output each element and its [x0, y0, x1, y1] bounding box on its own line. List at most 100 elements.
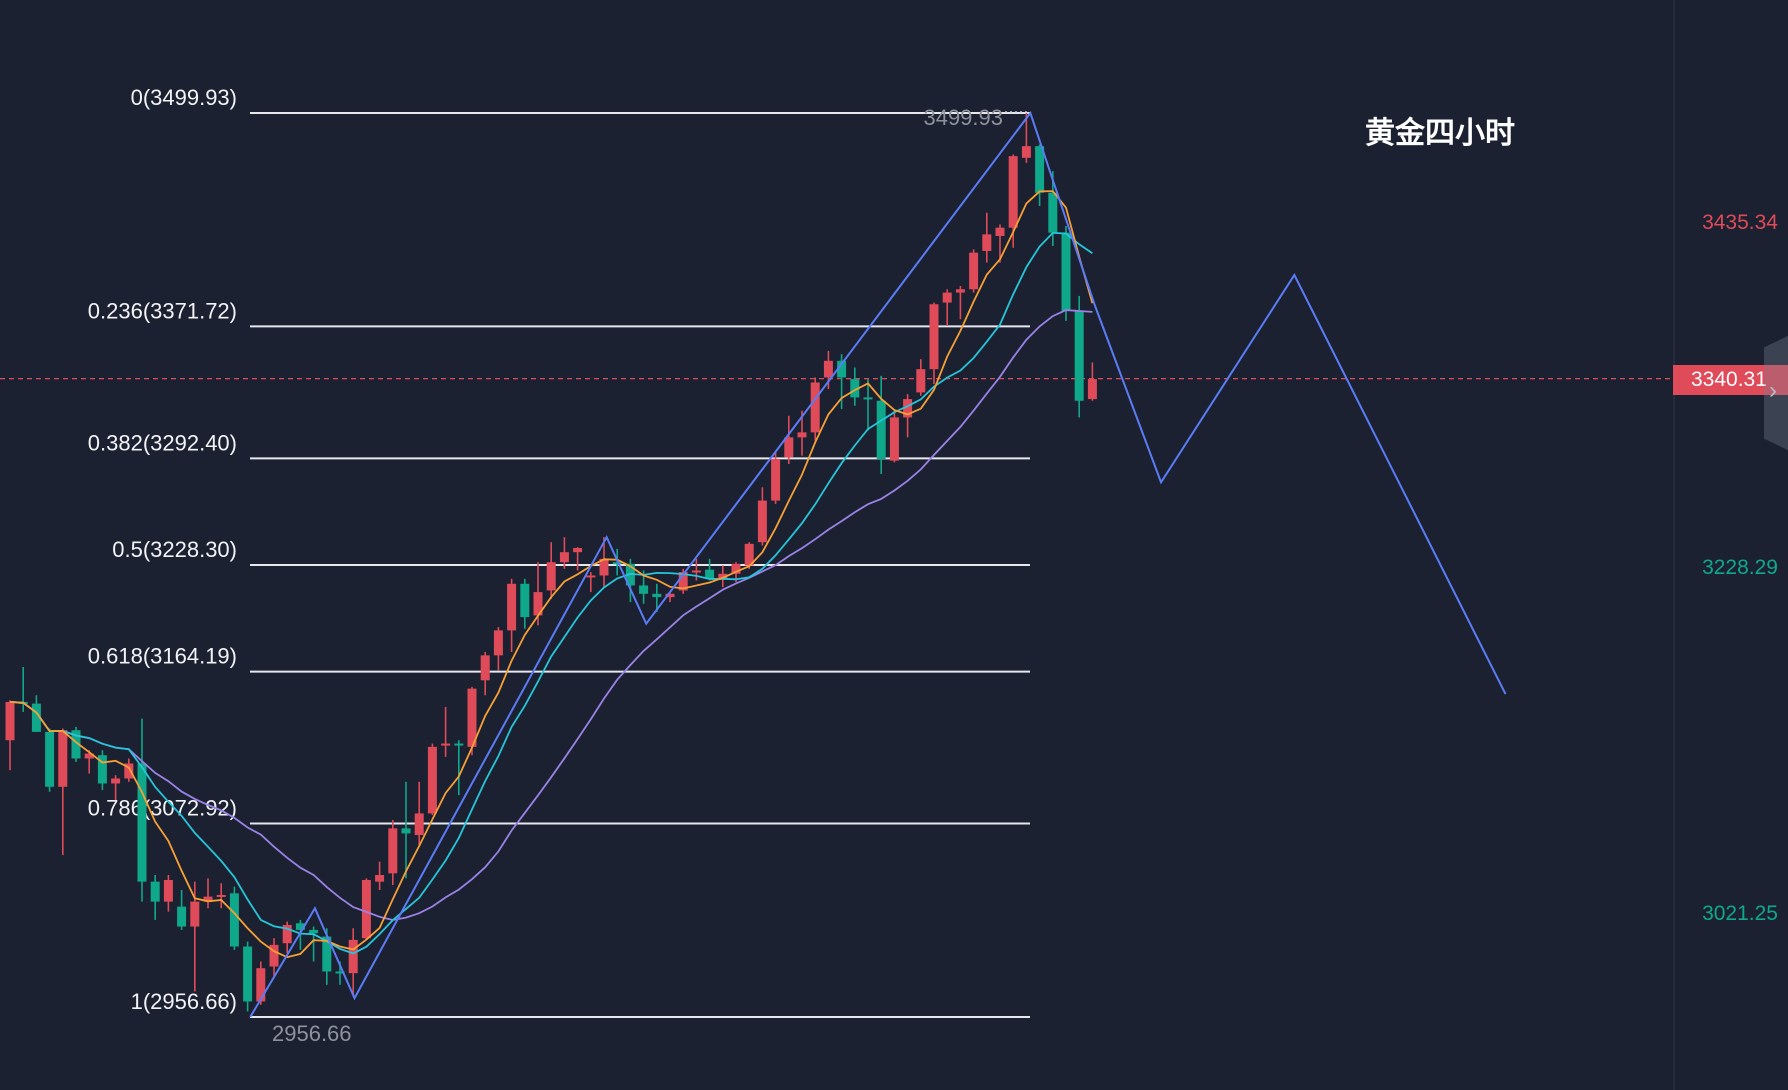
fib-level-label: 0.786(3072.92) — [88, 796, 237, 821]
candle-up — [718, 573, 728, 579]
candle-down — [229, 893, 239, 947]
candle-up — [216, 894, 226, 897]
candle-up — [665, 593, 675, 598]
candle-down — [137, 763, 147, 882]
zigzag-projection-line — [249, 110, 1507, 1018]
candle-up — [256, 968, 266, 1002]
fib-level-label: 0.618(3164.19) — [88, 644, 237, 669]
candle-down — [401, 828, 411, 834]
candle-up — [771, 458, 781, 501]
fib-level-label: 0.382(3292.40) — [88, 430, 237, 455]
candle-down — [863, 397, 873, 400]
candle-up — [955, 289, 965, 293]
candle-up — [1021, 146, 1031, 158]
candle-down — [31, 703, 41, 732]
candle-up — [282, 924, 292, 944]
candle-down — [837, 360, 847, 378]
candle-up — [559, 552, 569, 563]
candle-up — [414, 813, 424, 836]
candle-up — [5, 701, 15, 741]
candle-up — [441, 743, 451, 746]
candle-down — [454, 743, 464, 746]
candle-up — [678, 572, 688, 591]
candle-up — [269, 944, 279, 967]
candle-up — [916, 369, 926, 393]
candle-up — [982, 234, 992, 251]
candle-down — [876, 400, 886, 459]
price-axis-label: 3021.25 — [1702, 902, 1778, 925]
candle-up — [942, 292, 952, 303]
candle-up — [507, 583, 517, 631]
candle-down — [1048, 192, 1058, 233]
candle-up — [797, 432, 807, 438]
fib-level-label: 0.236(3371.72) — [88, 298, 237, 323]
candle-down — [612, 562, 622, 565]
candle-up — [190, 901, 200, 927]
candle-down — [335, 971, 345, 974]
candle-up — [546, 562, 556, 591]
candle-up — [1008, 156, 1018, 228]
candle-down — [322, 936, 332, 972]
candle-down — [243, 946, 253, 1002]
ma-fast-line — [9, 190, 1094, 959]
candle-up — [124, 763, 134, 779]
candle-up — [84, 753, 94, 759]
fib-level-label: 1(2956.66) — [131, 989, 237, 1014]
price-axis-separator — [1673, 0, 1675, 1090]
candle-up — [203, 896, 213, 902]
candle-down — [150, 881, 160, 902]
candle-up — [889, 417, 899, 461]
price-axis-label: 3228.29 — [1702, 556, 1778, 579]
candle-up — [111, 778, 121, 784]
candle-up — [467, 688, 477, 747]
candle-down — [1035, 146, 1045, 193]
candle-down — [520, 583, 530, 618]
candle-up — [493, 630, 503, 656]
candle-up — [995, 227, 1005, 237]
candle-up — [586, 575, 596, 578]
candle-up — [691, 570, 701, 573]
candle-up — [573, 548, 583, 553]
candle-up — [427, 746, 437, 814]
candle-up — [480, 655, 490, 681]
candle-down — [1061, 232, 1071, 311]
candle-down — [705, 569, 715, 579]
chart-title: 黄金四小时 — [1365, 116, 1515, 151]
candle-up — [1087, 379, 1097, 400]
candle-up — [903, 399, 913, 418]
fib-level-label: 0.5(3228.30) — [112, 537, 237, 562]
fib-level-label: 0(3499.93) — [131, 85, 237, 110]
ma-mid-line — [9, 231, 1093, 955]
candle-up — [361, 879, 371, 939]
candle-down — [652, 593, 662, 598]
ma-slow-line — [9, 309, 1093, 921]
candle-up — [163, 879, 173, 902]
candle-up — [757, 500, 767, 543]
current-price-tag: 3340.31 — [1673, 365, 1788, 395]
candle-down — [97, 755, 107, 784]
candle-up — [744, 543, 754, 566]
chevron-right-icon: › — [1769, 377, 1777, 404]
candle-down — [639, 585, 649, 594]
collapse-panel-button[interactable]: › — [1764, 333, 1788, 453]
candle-up — [348, 939, 358, 974]
candle-down — [295, 923, 305, 930]
candle-down — [177, 906, 187, 927]
candle-down — [45, 731, 55, 787]
candle-down — [850, 379, 860, 398]
candle-up — [784, 437, 794, 458]
candle-up — [58, 730, 68, 787]
candle-up — [929, 304, 939, 370]
candle-up — [823, 360, 833, 378]
high-price-label: 3499.93 — [923, 105, 1003, 130]
price-axis-label: 3435.34 — [1702, 211, 1778, 234]
candle-up — [969, 252, 979, 290]
candle-up — [533, 592, 543, 616]
candle-up — [388, 828, 398, 874]
candle-up — [599, 558, 609, 576]
low-price-label: 2956.66 — [272, 1021, 352, 1046]
candle-up — [375, 874, 385, 882]
candle-up — [810, 382, 820, 433]
candle-up — [731, 563, 741, 574]
